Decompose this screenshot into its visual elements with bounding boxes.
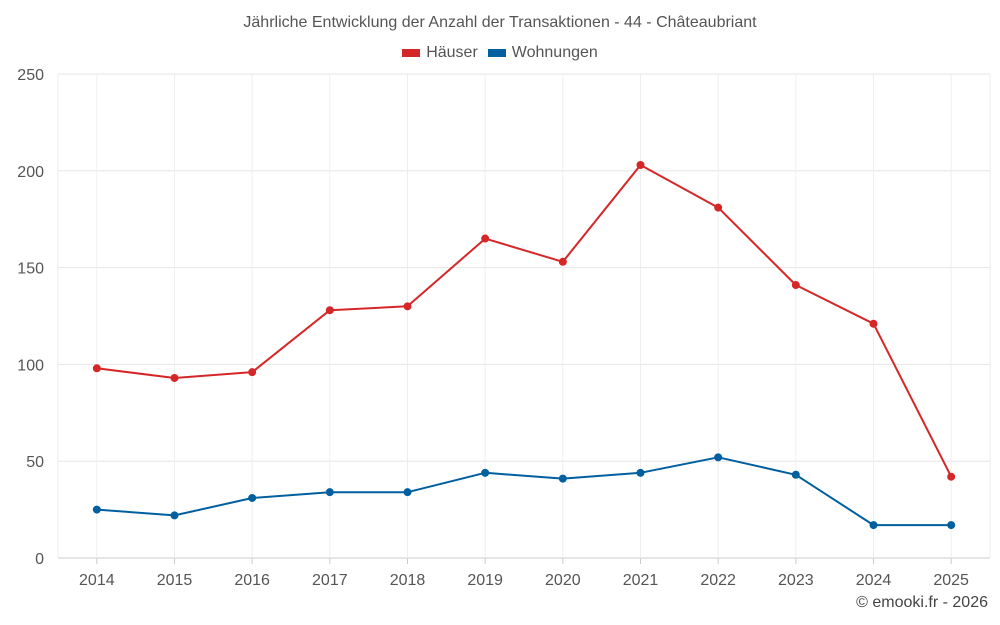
data-point-haeuser-2022[interactable] bbox=[714, 203, 723, 212]
chart-title: Jährliche Entwicklung der Anzahl der Tra… bbox=[243, 14, 757, 31]
data-point-wohnungen-2014[interactable] bbox=[92, 505, 101, 514]
legend-item-wohnungen[interactable]: Wohnungen bbox=[487, 44, 598, 62]
data-point-haeuser-2017[interactable] bbox=[325, 306, 334, 315]
y-tick-label: 0 bbox=[35, 551, 44, 568]
x-tick-label: 2023 bbox=[778, 572, 814, 589]
x-tick-label: 2014 bbox=[79, 572, 115, 589]
data-point-wohnungen-2023[interactable] bbox=[791, 470, 800, 479]
data-point-wohnungen-2022[interactable] bbox=[714, 453, 723, 462]
data-point-haeuser-2018[interactable] bbox=[403, 302, 412, 311]
x-tick-label: 2019 bbox=[467, 572, 503, 589]
y-tick-label: 200 bbox=[17, 164, 44, 181]
credit-text: © emooki.fr - 2026 bbox=[856, 594, 988, 611]
data-point-haeuser-2024[interactable] bbox=[869, 319, 878, 328]
x-tick-label: 2024 bbox=[856, 572, 892, 589]
x-tick-label: 2018 bbox=[390, 572, 426, 589]
data-point-wohnungen-2018[interactable] bbox=[403, 488, 412, 497]
y-tick-label: 150 bbox=[17, 261, 44, 278]
series-line-haeuser bbox=[96, 164, 953, 478]
x-tick-label: 2017 bbox=[312, 572, 348, 589]
data-point-haeuser-2019[interactable] bbox=[481, 234, 490, 243]
data-point-haeuser-2020[interactable] bbox=[558, 257, 567, 266]
legend-label-haeuser: Häuser bbox=[426, 44, 478, 61]
x-tick-label: 2021 bbox=[623, 572, 659, 589]
data-point-haeuser-2015[interactable] bbox=[170, 373, 179, 382]
data-point-wohnungen-2021[interactable] bbox=[636, 468, 645, 477]
series-line-wohnungen bbox=[96, 456, 952, 527]
data-point-haeuser-2025[interactable] bbox=[947, 472, 956, 481]
legend-swatch-haeuser bbox=[402, 49, 421, 57]
x-tick-label: 2016 bbox=[234, 572, 270, 589]
data-point-haeuser-2016[interactable] bbox=[248, 368, 257, 377]
y-tick-label: 250 bbox=[17, 67, 44, 84]
data-point-haeuser-2021[interactable] bbox=[636, 160, 645, 169]
legend: Häuser Wohnungen bbox=[0, 44, 1000, 62]
data-point-wohnungen-2015[interactable] bbox=[170, 511, 179, 520]
y-tick-label: 100 bbox=[17, 357, 44, 374]
x-tick-label: 2025 bbox=[933, 572, 969, 589]
data-point-wohnungen-2016[interactable] bbox=[248, 493, 257, 502]
x-tick-label: 2015 bbox=[157, 572, 193, 589]
data-point-haeuser-2023[interactable] bbox=[791, 281, 800, 290]
data-point-wohnungen-2025[interactable] bbox=[947, 521, 956, 530]
legend-item-haeuser[interactable]: Häuser bbox=[402, 44, 478, 62]
legend-label-wohnungen: Wohnungen bbox=[511, 44, 598, 61]
legend-swatch-wohnungen bbox=[487, 49, 506, 57]
x-tick-label: 2020 bbox=[545, 572, 581, 589]
data-point-haeuser-2014[interactable] bbox=[92, 364, 101, 373]
y-tick-label: 50 bbox=[26, 454, 44, 471]
data-point-wohnungen-2020[interactable] bbox=[558, 474, 567, 483]
x-tick-label: 2022 bbox=[700, 572, 736, 589]
data-point-wohnungen-2019[interactable] bbox=[481, 468, 490, 477]
data-point-wohnungen-2017[interactable] bbox=[325, 488, 334, 497]
data-point-wohnungen-2024[interactable] bbox=[869, 521, 878, 530]
